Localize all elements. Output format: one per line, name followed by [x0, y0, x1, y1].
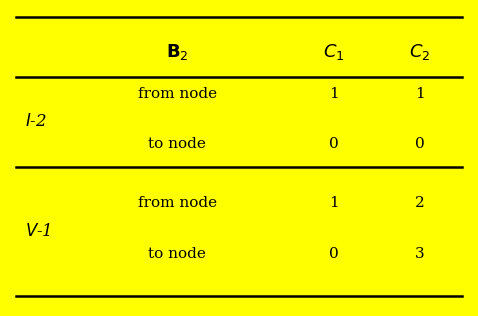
Text: from node: from node: [138, 197, 217, 210]
Text: $I$-2: $I$-2: [25, 113, 47, 131]
Text: 0: 0: [329, 246, 339, 260]
Text: 2: 2: [415, 197, 424, 210]
Text: 0: 0: [415, 137, 424, 151]
Text: 1: 1: [329, 197, 339, 210]
Text: to node: to node: [148, 246, 206, 260]
Text: 0: 0: [329, 137, 339, 151]
Text: $C_2$: $C_2$: [409, 41, 430, 62]
Text: $\mathbf{B}_2$: $\mathbf{B}_2$: [166, 41, 188, 62]
Text: 1: 1: [329, 87, 339, 101]
Text: to node: to node: [148, 137, 206, 151]
Text: $V$-1: $V$-1: [25, 223, 52, 240]
Text: 3: 3: [415, 246, 424, 260]
Text: 1: 1: [415, 87, 424, 101]
Text: from node: from node: [138, 87, 217, 101]
Text: $C_1$: $C_1$: [323, 41, 345, 62]
